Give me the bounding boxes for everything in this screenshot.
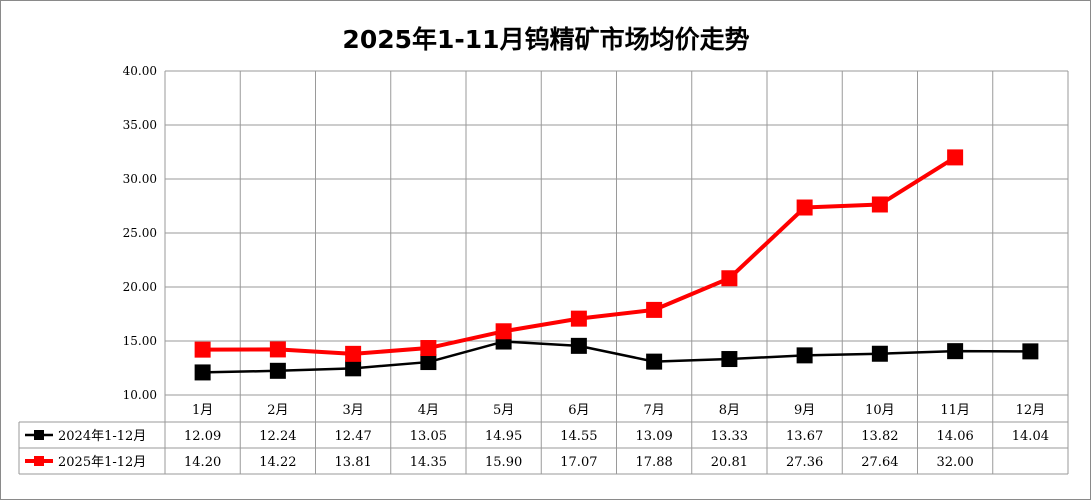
data-label: 13.09 (636, 429, 673, 444)
data-label: 13.67 (786, 429, 823, 444)
y-tick-label: 15.00 (123, 334, 157, 348)
data-point-marker (871, 196, 888, 213)
data-point-marker (646, 353, 663, 370)
x-tick-label: 9月 (794, 403, 815, 418)
y-tick-label: 10.00 (123, 388, 157, 402)
data-label: 14.22 (259, 455, 296, 470)
x-tick-label: 5月 (493, 403, 514, 418)
legend-key-marker (34, 456, 44, 466)
series-markers (194, 149, 1039, 381)
x-tick-label: 8月 (719, 403, 740, 418)
data-point-marker (194, 364, 211, 381)
data-label: 12.24 (259, 429, 296, 444)
legend-series-name: 2025年1-12月 (58, 455, 146, 470)
x-tick-label: 1月 (192, 403, 213, 418)
data-label: 13.82 (861, 429, 898, 444)
data-label: 20.81 (711, 455, 748, 470)
data-label: 14.06 (937, 429, 974, 444)
x-tick-label: 6月 (568, 403, 589, 418)
data-point-marker (570, 337, 587, 354)
data-label: 14.35 (410, 455, 447, 470)
data-label: 27.64 (861, 455, 898, 470)
data-point-marker (721, 270, 738, 287)
data-point-marker (1022, 343, 1039, 360)
data-label: 13.81 (335, 455, 372, 470)
y-tick-label: 40.00 (123, 64, 157, 78)
y-tick-label: 30.00 (123, 172, 157, 186)
x-tick-label: 12月 (1016, 403, 1046, 418)
data-label: 27.36 (786, 455, 823, 470)
data-point-marker (269, 341, 286, 358)
data-point-marker (796, 347, 813, 364)
data-point-marker (269, 362, 286, 379)
data-table (18, 421, 1068, 475)
legend-key-marker (34, 430, 44, 440)
data-point-marker (570, 310, 587, 327)
data-point-marker (495, 323, 512, 340)
data-label: 14.55 (560, 429, 597, 444)
table-text: 1月 2月 3月 4月 5月 6月 7月 8月 9月 10月 11月 12月 2024年1-12月 12.… (58, 403, 1049, 470)
data-point-marker (420, 354, 437, 371)
data-point-marker (420, 340, 437, 357)
data-label: 17.88 (636, 455, 673, 470)
data-point-marker (796, 199, 813, 216)
data-point-marker (646, 301, 663, 318)
grid: 10.00 15.00 20.00 25.00 30.00 35.00 40.00 (123, 64, 1069, 474)
data-label: 32.00 (937, 455, 974, 470)
data-label: 14.04 (1012, 429, 1049, 444)
data-label: 14.95 (485, 429, 522, 444)
data-point-marker (871, 345, 888, 362)
x-tick-label: 3月 (342, 403, 363, 418)
chart-title: 2025年1-11月钨精矿市场均价走势 (342, 25, 749, 54)
x-tick-label: 11月 (940, 403, 970, 418)
data-label: 13.33 (711, 429, 748, 444)
x-tick-label: 4月 (418, 403, 439, 418)
data-label: 15.90 (485, 455, 522, 470)
data-point-marker (345, 345, 362, 362)
data-point-marker (345, 360, 362, 377)
x-tick-label: 2月 (267, 403, 288, 418)
series-line (202, 340, 1031, 374)
data-label: 12.09 (184, 429, 221, 444)
y-tick-label: 35.00 (123, 118, 157, 132)
data-label: 12.47 (335, 429, 372, 444)
x-tick-label: 10月 (865, 403, 895, 418)
data-point-marker (721, 351, 738, 368)
y-tick-label: 20.00 (123, 280, 157, 294)
data-point-marker (194, 341, 211, 358)
data-point-marker (947, 149, 964, 166)
data-label: 14.20 (184, 455, 221, 470)
data-label: 13.05 (410, 429, 447, 444)
x-tick-label: 7月 (643, 403, 664, 418)
y-tick-label: 25.00 (123, 226, 157, 240)
data-point-marker (947, 343, 964, 360)
legend-series-name: 2024年1-12月 (58, 429, 146, 444)
data-label: 17.07 (560, 455, 597, 470)
